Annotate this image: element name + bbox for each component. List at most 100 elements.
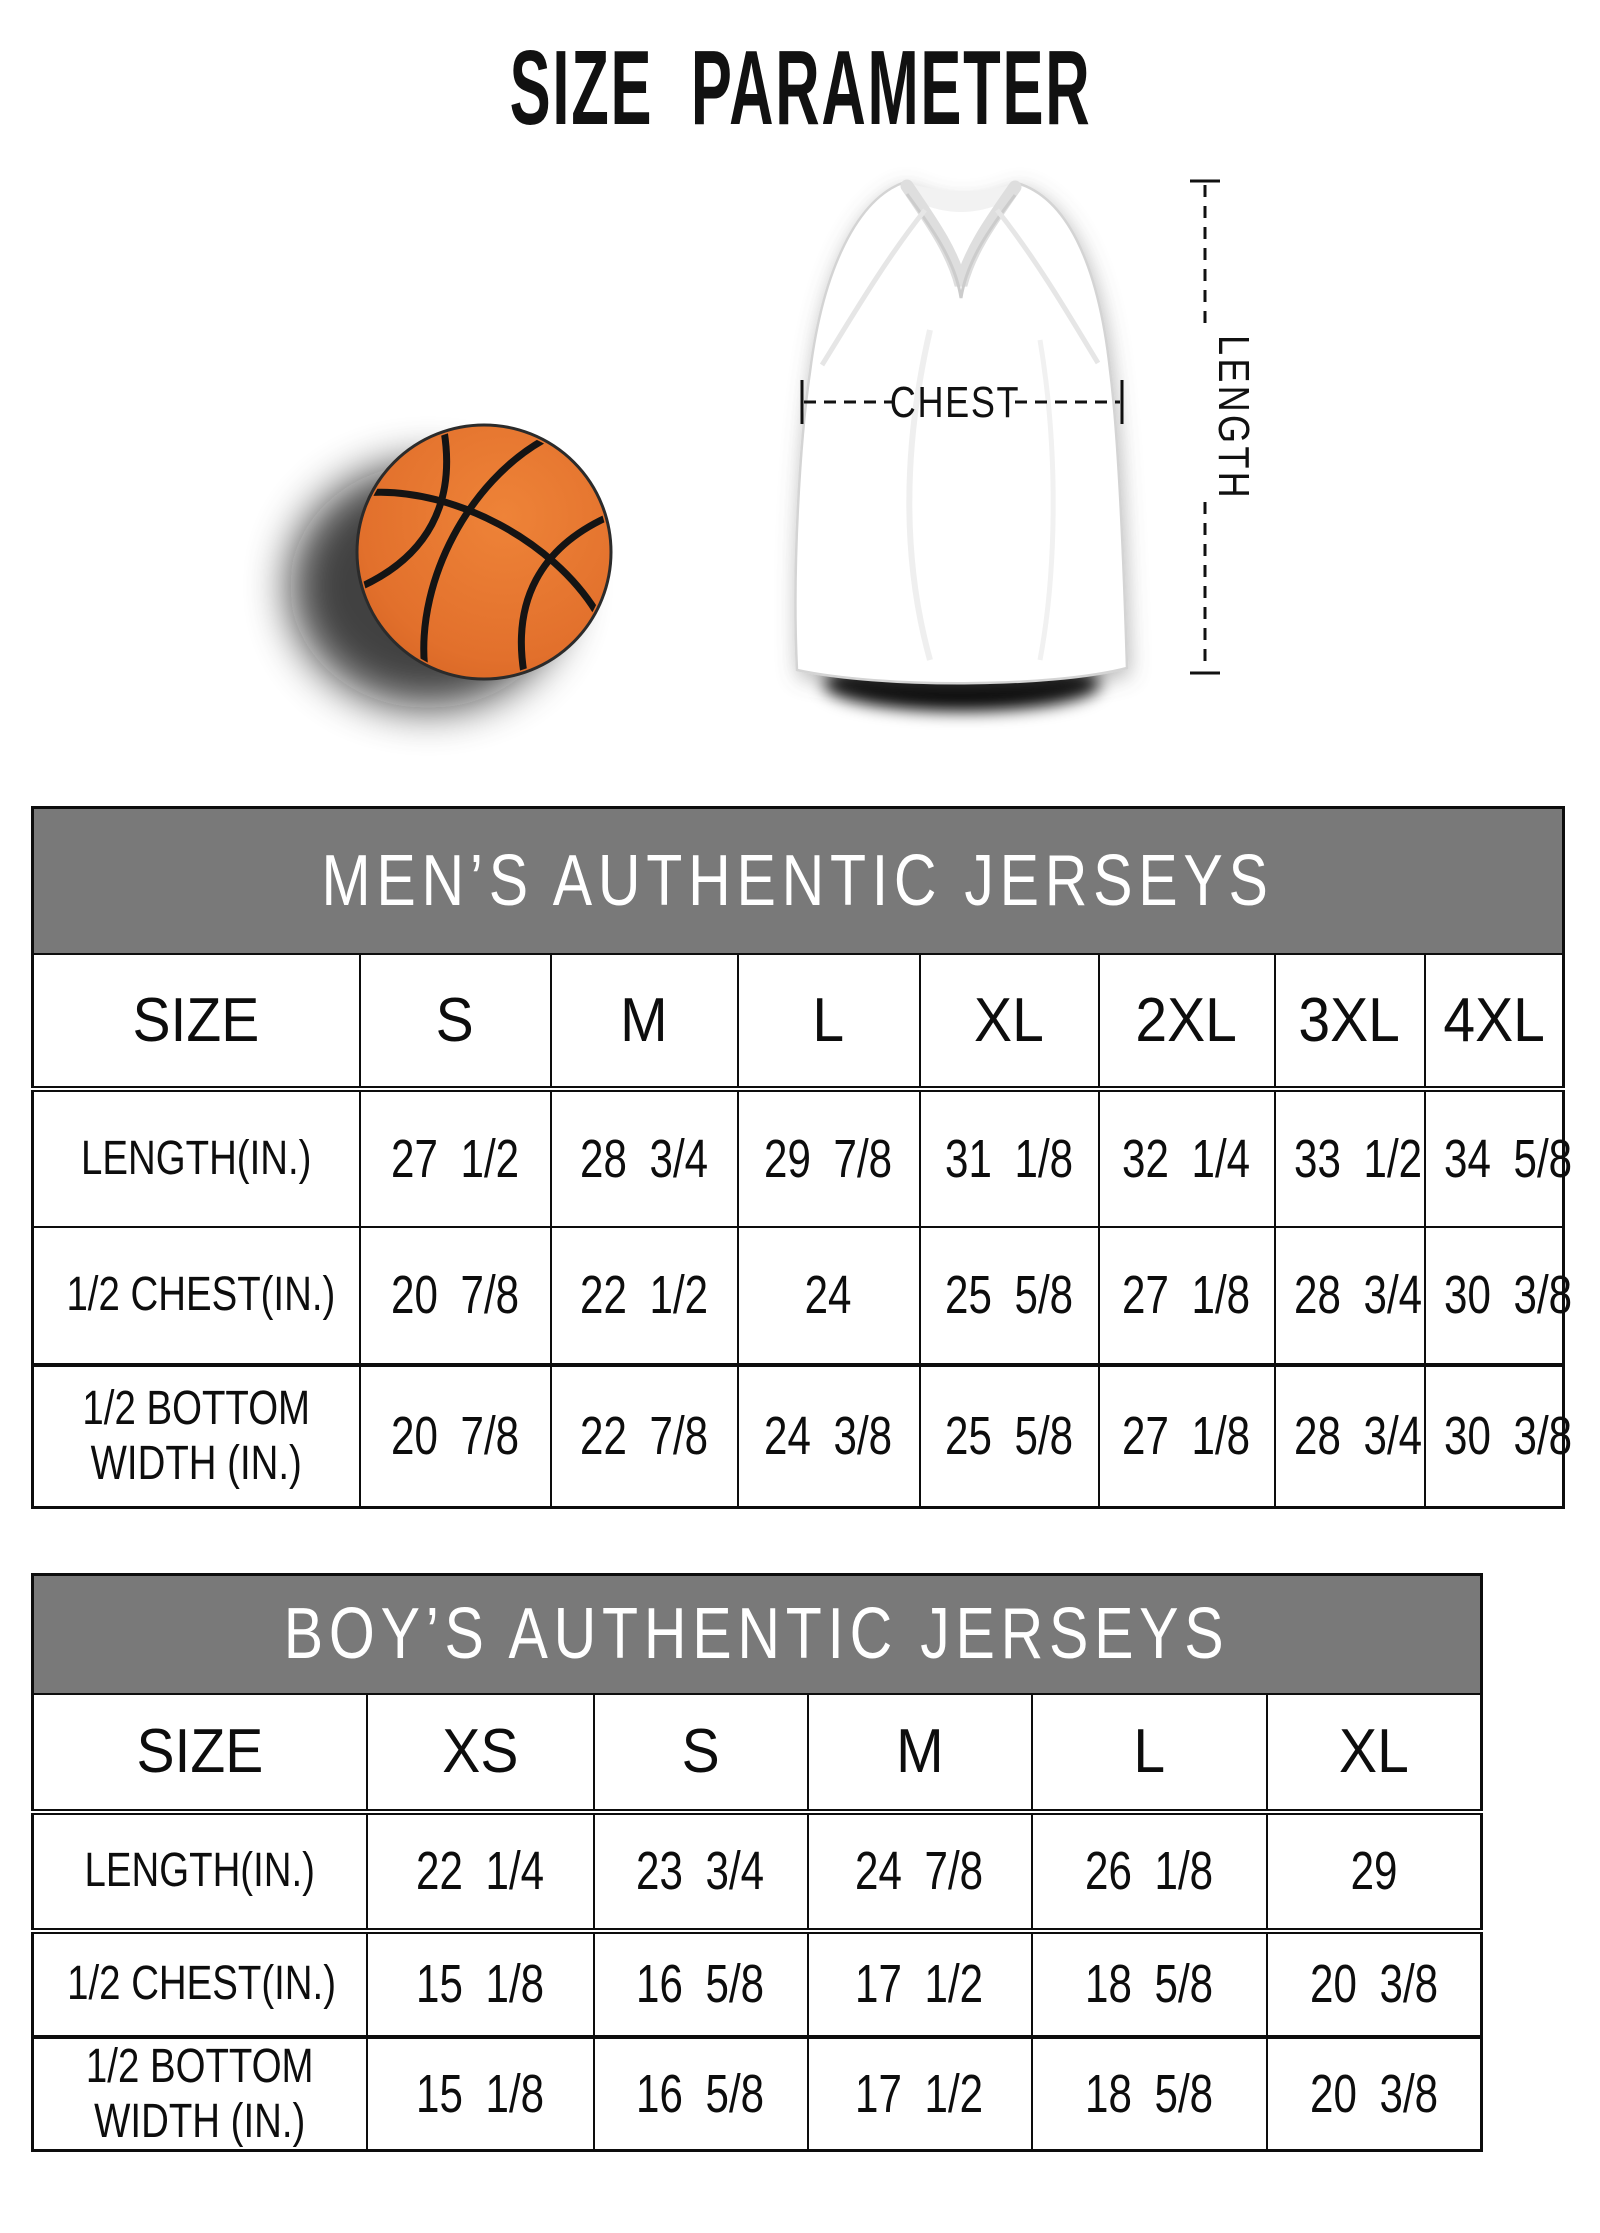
mens-size-col-2xl: 2XL xyxy=(1097,952,1276,1092)
size-value: 18 5/8 xyxy=(1084,1954,1214,2014)
boys-size-col-s: S xyxy=(592,1692,809,1815)
value-cell: 18 5/8 xyxy=(1030,2035,1268,2152)
value-cell: 33 1/2 xyxy=(1273,1087,1426,1228)
size-header: 4XL xyxy=(1443,985,1545,1055)
length-label: LENGTH xyxy=(1209,335,1258,501)
size-value: 26 1/8 xyxy=(1084,1841,1214,1901)
value-cell: 28 3/4 xyxy=(1273,1225,1426,1367)
size-value: 32 1/4 xyxy=(1122,1128,1251,1189)
size-value: 24 xyxy=(805,1265,852,1325)
row-label-cell: 1/2 CHEST(IN.) xyxy=(31,1929,368,2039)
size-header: S xyxy=(681,1717,720,1786)
value-cell: 30 3/8 xyxy=(1423,1225,1572,1367)
size-value: 28 3/4 xyxy=(579,1128,709,1189)
row-label-cell: 1/2 BOTTOM WIDTH (IN.) xyxy=(31,2035,368,2152)
page-title: SIZE PARAMETER xyxy=(509,29,1091,147)
value-cell: 16 5/8 xyxy=(592,1929,809,2039)
size-value: 31 1/8 xyxy=(944,1128,1074,1189)
size-value: 28 3/4 xyxy=(1293,1265,1422,1325)
boys-jerseys-table: BOY’S AUTHENTIC JERSEYS SIZE XS S M L XL… xyxy=(31,1573,1483,2152)
boys-table-banner: BOY’S AUTHENTIC JERSEYS xyxy=(31,1573,1483,1695)
row-label: 1/2 CHEST(IN.) xyxy=(67,1957,336,2011)
boys-banner-text: BOY’S AUTHENTIC JERSEYS xyxy=(284,1594,1230,1675)
value-cell: 16 5/8 xyxy=(592,2035,809,2152)
size-header: S xyxy=(435,985,475,1055)
size-value: 30 3/8 xyxy=(1443,1406,1572,1467)
value-cell: 17 1/2 xyxy=(806,2035,1033,2152)
value-cell: 25 5/8 xyxy=(918,1225,1100,1367)
chest-label: CHEST xyxy=(890,378,1020,427)
value-cell: 34 5/8 xyxy=(1423,1087,1572,1228)
value-cell: 26 1/8 xyxy=(1030,1810,1268,1934)
value-cell: 27 1/8 xyxy=(1097,1363,1276,1509)
size-header: XL xyxy=(974,985,1044,1055)
value-cell: 32 1/4 xyxy=(1097,1087,1276,1228)
mens-size-col-s: S xyxy=(358,952,552,1092)
size-value: 17 1/2 xyxy=(855,1954,984,2014)
mens-size-col-m: M xyxy=(549,952,739,1092)
size-value: 22 7/8 xyxy=(579,1406,709,1467)
size-value: 16 5/8 xyxy=(636,2063,765,2124)
size-value: 22 1/4 xyxy=(415,1841,545,1901)
size-value: 23 3/4 xyxy=(636,1841,765,1901)
size-value: 16 5/8 xyxy=(636,1954,765,2014)
size-value: 20 7/8 xyxy=(390,1265,520,1325)
size-header: XS xyxy=(441,1717,519,1786)
boys-size-col-l: L xyxy=(1030,1692,1268,1815)
value-cell: 25 5/8 xyxy=(918,1363,1100,1509)
boys-size-col-m: M xyxy=(806,1692,1033,1815)
size-header: M xyxy=(620,985,668,1055)
measurement-illustration: CHEST LENGTH xyxy=(290,179,1258,711)
size-value: 33 1/2 xyxy=(1293,1128,1422,1189)
corner-header: SIZE xyxy=(136,1717,264,1786)
size-value: 18 5/8 xyxy=(1084,2063,1214,2124)
value-cell: 27 1/8 xyxy=(1097,1225,1276,1367)
value-cell: 20 7/8 xyxy=(358,1225,552,1367)
mens-corner-header-cell: SIZE xyxy=(31,952,361,1092)
size-value: 20 3/8 xyxy=(1309,1954,1438,2014)
mens-size-col-xl: XL xyxy=(918,952,1100,1092)
size-header: 2XL xyxy=(1135,985,1238,1055)
size-value: 29 7/8 xyxy=(764,1128,893,1189)
jersey-icon xyxy=(794,179,1129,685)
size-header: 3XL xyxy=(1298,985,1401,1055)
size-value: 15 1/8 xyxy=(415,2063,545,2124)
mens-size-col-3xl: 3XL xyxy=(1273,952,1426,1092)
value-cell: 22 7/8 xyxy=(549,1363,739,1509)
row-label-cell: 1/2 CHEST(IN.) xyxy=(31,1225,361,1367)
value-cell: 20 3/8 xyxy=(1265,1929,1483,2039)
value-cell: 28 3/4 xyxy=(549,1087,739,1228)
value-cell: 27 1/2 xyxy=(358,1087,552,1228)
value-cell: 24 xyxy=(736,1225,921,1367)
value-cell: 23 3/4 xyxy=(592,1810,809,1934)
size-value: 24 3/8 xyxy=(764,1406,893,1467)
mens-size-col-l: L xyxy=(736,952,921,1092)
row-label-cell: LENGTH(IN.) xyxy=(31,1087,361,1228)
mens-jerseys-table: MEN’S AUTHENTIC JERSEYS SIZE S M L XL 2X… xyxy=(31,806,1572,1509)
size-value: 27 1/2 xyxy=(390,1128,520,1189)
size-header: L xyxy=(1133,1717,1165,1786)
mens-size-col-4xl: 4XL xyxy=(1423,952,1565,1092)
size-value: 25 5/8 xyxy=(944,1265,1074,1325)
chest-measure-line xyxy=(800,380,1124,424)
row-label-line2: WIDTH (IN.) xyxy=(94,2094,306,2148)
value-cell: 31 1/8 xyxy=(918,1087,1100,1228)
row-label: 1/2 BOTTOM xyxy=(85,2039,314,2093)
size-value: 22 1/2 xyxy=(579,1265,709,1325)
size-value: 34 5/8 xyxy=(1443,1128,1572,1189)
row-label: LENGTH(IN.) xyxy=(84,1844,315,1898)
value-cell: 18 5/8 xyxy=(1030,1929,1268,2039)
row-label-cell: LENGTH(IN.) xyxy=(31,1810,368,1934)
size-value: 20 7/8 xyxy=(390,1406,520,1467)
size-header: M xyxy=(895,1717,944,1786)
corner-header: SIZE xyxy=(132,985,260,1055)
value-cell: 22 1/2 xyxy=(549,1225,739,1367)
value-cell: 15 1/8 xyxy=(365,1929,595,2039)
value-cell: 24 3/8 xyxy=(736,1363,921,1509)
value-cell: 29 xyxy=(1265,1810,1483,1934)
size-value: 17 1/2 xyxy=(855,2063,984,2124)
row-label: 1/2 BOTTOM xyxy=(82,1382,311,1436)
value-cell: 29 7/8 xyxy=(736,1087,921,1228)
value-cell: 20 7/8 xyxy=(358,1363,552,1509)
